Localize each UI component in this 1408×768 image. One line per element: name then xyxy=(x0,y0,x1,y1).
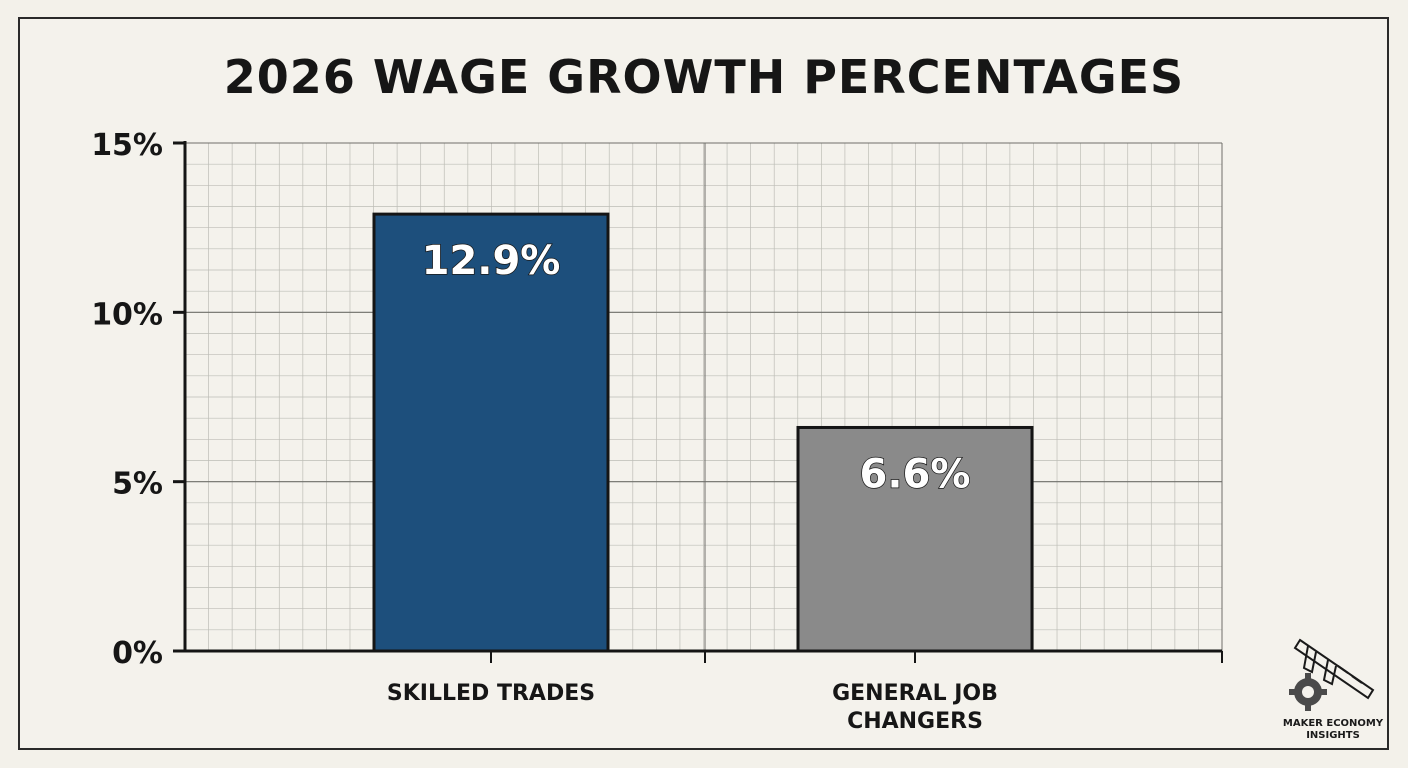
data-label-1: 12.9% xyxy=(422,238,561,284)
y-tick-label: 5% xyxy=(112,467,163,502)
y-tick-label: 0% xyxy=(112,636,163,671)
data-label-2: 6.6% xyxy=(860,451,971,497)
y-tick-label: 15% xyxy=(91,128,163,163)
minor-grid xyxy=(184,142,1223,652)
bars-layer xyxy=(372,212,1034,653)
brand-line-1: MAKER ECONOMY xyxy=(1282,718,1384,729)
brand-name: MAKER ECONOMY INSIGHTS xyxy=(1266,718,1400,742)
category-label-2-line-1: GENERAL JOB xyxy=(832,681,998,706)
labels-layer: 12.9% SKILLED TRADES 6.6% GENERAL JOB CHANGE… xyxy=(91,128,998,734)
category-label-2-line-2: CHANGERS xyxy=(847,709,983,734)
axes-layer xyxy=(173,141,1223,663)
category-label-1-line-1: SKILLED TRADES xyxy=(387,681,595,706)
y-tick-label: 10% xyxy=(91,297,163,332)
chart-title: 2026 WAGE GROWTH PERCENTAGES xyxy=(223,50,1185,104)
caliper-gear-icon xyxy=(1289,638,1375,711)
brand-line-2: INSIGHTS xyxy=(1306,730,1360,741)
